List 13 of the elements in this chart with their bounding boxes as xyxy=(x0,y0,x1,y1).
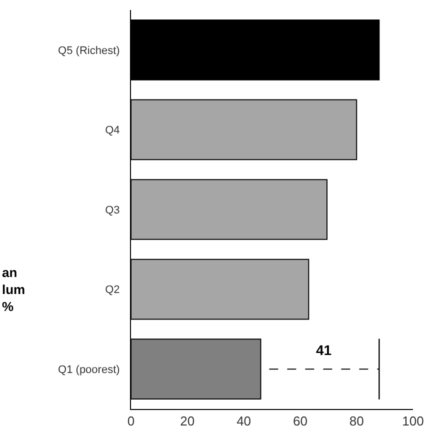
y-tick-label: Q5 (Richest) xyxy=(58,44,120,57)
y-tick-label: Q2 xyxy=(105,284,120,296)
y-tick-label: Q3 xyxy=(105,204,120,216)
x-tick-label: 60 xyxy=(292,414,308,429)
y-tick-label: Q1 (poorest) xyxy=(58,364,120,376)
x-tick-label: 20 xyxy=(180,414,195,429)
annotation: 41 xyxy=(316,342,332,358)
x-tick-label: 80 xyxy=(349,414,364,429)
x-tick-label: 0 xyxy=(127,414,135,429)
x-tick-label: 100 xyxy=(402,414,424,429)
y-axis-title: an lum % xyxy=(2,265,26,314)
x-tick-label: 40 xyxy=(236,414,252,429)
y-tick-label: Q4 xyxy=(105,124,120,137)
